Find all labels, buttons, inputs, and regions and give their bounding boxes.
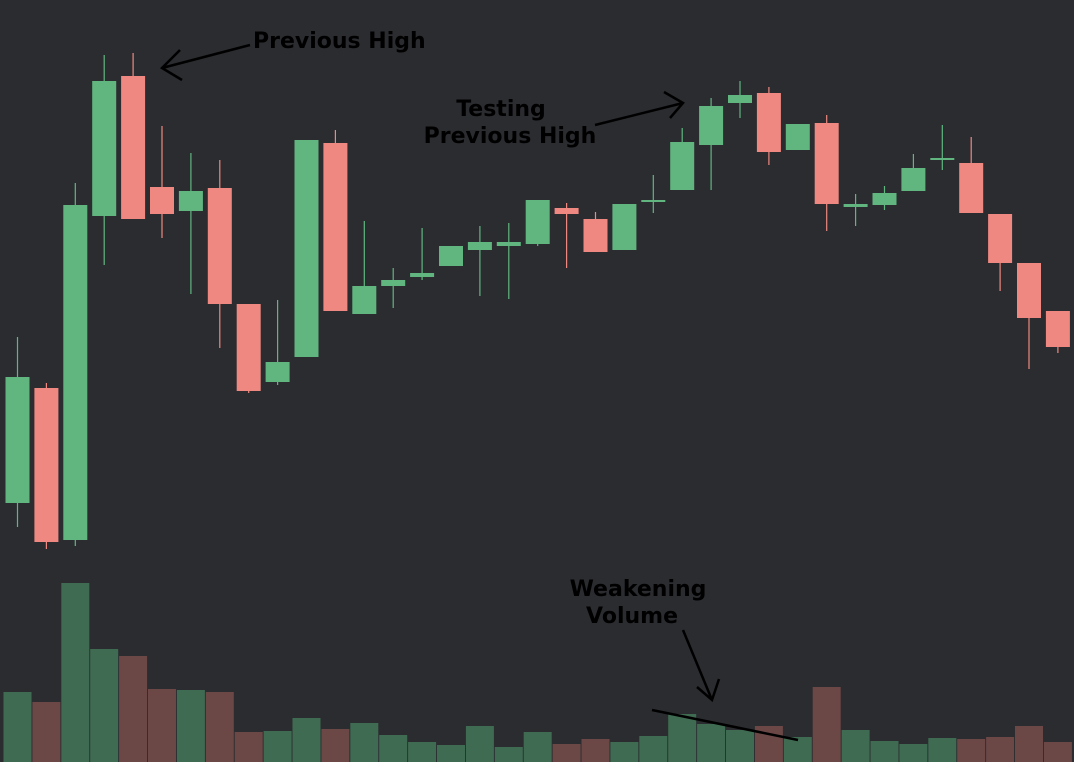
candle-body [756,93,781,152]
candle-body [5,377,30,503]
volume-bar [119,656,148,762]
candle-body [843,204,868,207]
volume-bar [552,744,581,762]
candle-body [294,140,319,357]
candle-body [121,76,146,219]
annotation: Weakening [570,577,707,602]
candle-body [641,200,666,202]
candle-body [612,204,637,250]
volume-bar [668,714,697,762]
volume-bar [697,724,726,762]
annotation: Previous High [424,124,597,149]
candle-body [381,280,406,286]
annotations: Previous High Testing Previous High Weak… [159,29,799,742]
candle-body [467,242,492,250]
volume-bar [1015,726,1043,762]
candle-body [554,208,579,214]
volume-bar [148,689,176,762]
candle-body [930,158,955,160]
volume-bar [639,736,668,762]
arrow [159,43,251,82]
volume-bar [812,687,841,762]
candle-body [150,187,174,214]
trend-line [651,708,799,742]
volume-bar [176,690,205,762]
volume-bar [3,692,32,762]
annotation: Volume [586,604,678,629]
candle-body [814,123,839,204]
volume-bar [408,742,437,762]
candle-body [988,214,1013,263]
volume-bar [581,739,610,762]
volume-bar [379,735,408,762]
candle-body [92,81,117,216]
annotation: Previous High [253,29,426,54]
volume-bar [928,738,957,762]
volume-bar [350,723,379,762]
volume-bar [465,726,494,762]
volume-bar [32,702,61,762]
candle-body [236,304,261,391]
volume-bar [263,731,292,762]
volume-bar [610,742,639,762]
candle-body [34,388,59,542]
volume-bar [957,739,986,762]
volume-bar [234,732,263,762]
volume-bar [205,692,234,762]
candle-body [959,163,984,213]
candle-layer [5,53,1070,549]
volume-bar [726,730,754,762]
annotation: Testing [456,97,546,122]
volume-bar [61,583,90,762]
volume-bar [870,741,899,762]
volume-bar [1043,742,1072,762]
volume-bar [437,745,465,762]
candle-body [670,142,695,190]
volume-bar [986,737,1015,762]
candle-body [323,143,348,311]
volume-bar [783,737,812,762]
volume-bar [292,718,321,762]
candle-body [583,219,608,252]
candle-body [1045,311,1070,347]
volume-bar [523,732,552,762]
candle-body [525,200,550,244]
candle-body [410,273,435,277]
candle-body [265,362,290,382]
arrow [681,629,721,703]
candle-body [439,246,463,266]
arrow [594,90,685,127]
candle-body [785,124,810,150]
candle-body [496,242,521,246]
volume-bar [90,649,119,762]
volume-bar [841,730,870,762]
volume-bar [494,747,523,762]
volume-bar [321,729,350,762]
candle-body [352,286,377,314]
candle-body [901,168,926,191]
candle-body [1017,263,1041,318]
candle-body [728,95,752,103]
candle-body [699,106,724,145]
candle-body [178,191,203,211]
volume-bar [899,744,928,762]
candle-body [63,205,88,540]
candle-body [872,193,897,205]
candle-body [207,188,232,304]
volume-layer [3,583,1072,762]
